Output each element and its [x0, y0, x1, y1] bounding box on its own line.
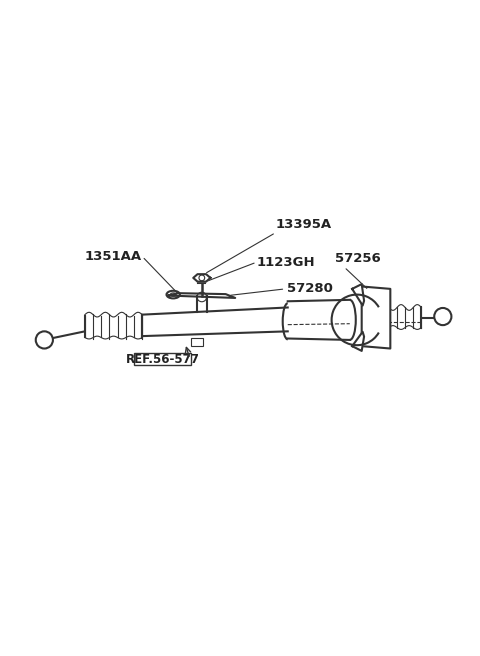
Polygon shape	[352, 332, 364, 351]
Text: 13395A: 13395A	[276, 218, 332, 231]
Polygon shape	[193, 274, 210, 281]
Polygon shape	[352, 284, 364, 306]
Polygon shape	[362, 287, 390, 348]
Polygon shape	[168, 293, 235, 298]
Text: 57280: 57280	[287, 282, 333, 295]
Text: 57256: 57256	[336, 252, 381, 265]
Text: REF.56-577: REF.56-577	[125, 352, 199, 365]
FancyBboxPatch shape	[198, 277, 205, 283]
Text: 1123GH: 1123GH	[257, 256, 315, 269]
Text: 1351AA: 1351AA	[85, 250, 142, 263]
